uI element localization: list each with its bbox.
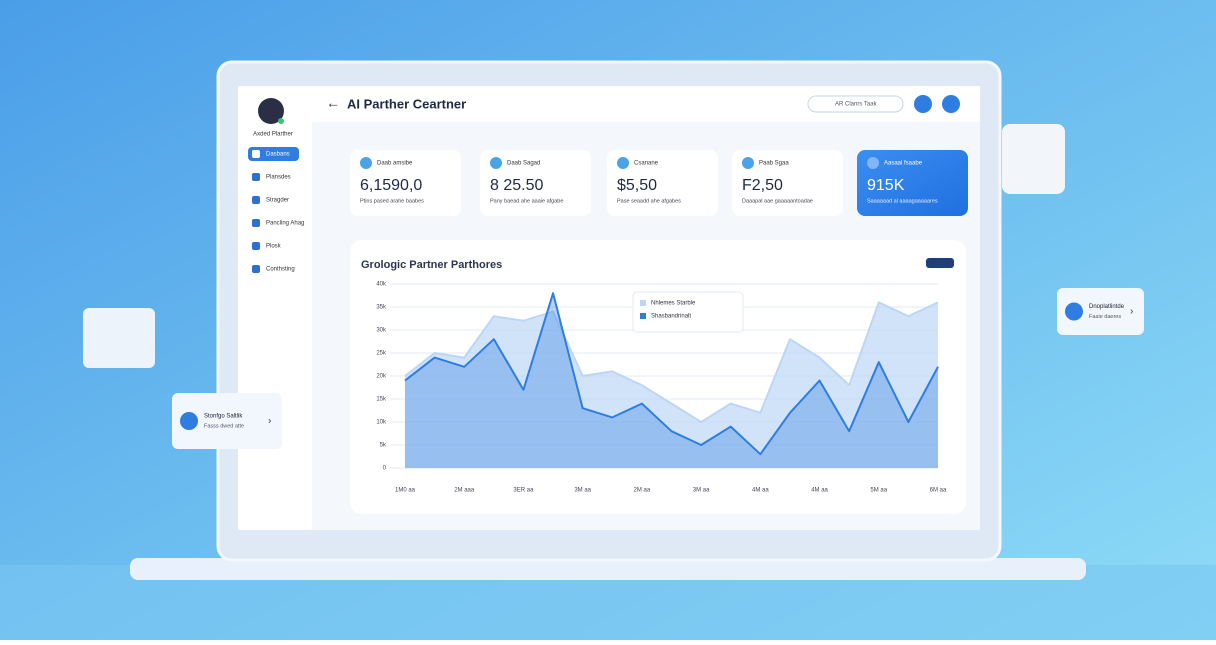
stat-card[interactable]	[607, 150, 718, 216]
stat-label: Daab amsibe	[377, 161, 413, 167]
x-tick-label: 4M aa	[752, 488, 769, 494]
floating-card[interactable]	[1057, 288, 1144, 335]
stat-card[interactable]	[350, 150, 461, 216]
plot: 0 5k 10k 15k 20k 25k 30k 35k 40k 1M0 aa 2M aaa 3ER …	[376, 282, 947, 494]
search-box[interactable]	[807, 95, 904, 113]
y-tick-label: 20k	[376, 374, 387, 380]
stat-label: Csanane	[634, 161, 659, 167]
stat-label: Paab Sgaa	[759, 161, 789, 167]
nav-icon	[252, 173, 260, 181]
stat-note: Saaaaaad al aaaagaaaaares	[867, 198, 938, 204]
nav-icon	[252, 150, 260, 158]
x-tick-label: 4M aa	[811, 488, 828, 494]
legend	[632, 291, 744, 333]
stat-icon	[617, 157, 629, 169]
stat-icon	[867, 157, 879, 169]
floating-card[interactable]	[172, 393, 282, 449]
nav-item[interactable]: Pancling Ahag	[266, 221, 304, 227]
nav-active[interactable]	[248, 147, 299, 161]
card-title: Dnoplatlintde	[1089, 304, 1125, 310]
status-dot	[278, 118, 284, 124]
notification-button[interactable]	[914, 95, 932, 113]
x-tick-label: 5M aa	[870, 488, 887, 494]
envelope-icon	[83, 308, 155, 368]
nav-item[interactable]: Stragder	[266, 198, 289, 204]
legend-label[interactable]: Nhlemes Starble	[651, 301, 696, 307]
y-tick-label: 10k	[376, 420, 387, 426]
card-icon	[1065, 302, 1083, 321]
nav-icon	[252, 265, 260, 273]
card-subtitle: Faaie daeres	[1089, 314, 1121, 320]
nav-item[interactable]: Conthsting	[266, 267, 295, 273]
chart-title: Grologic Partner Parthores	[361, 259, 502, 271]
floating-tile	[1002, 124, 1065, 194]
area	[405, 293, 938, 468]
nav-icon	[252, 219, 260, 227]
x-tick-label: 3M aa	[574, 488, 591, 494]
stat-icon	[490, 157, 502, 169]
card-chevron[interactable]: ›	[1130, 306, 1133, 317]
stat-value: F2,50	[742, 177, 783, 194]
stat-value: 915K	[867, 177, 905, 194]
laptop-base	[130, 558, 1086, 580]
x-tick-label: 2M aaa	[454, 488, 475, 494]
legend-swatch	[640, 313, 646, 319]
back-arrow[interactable]: ←	[326, 95, 340, 111]
y-tick-label: 30k	[376, 328, 387, 334]
user-name: Axded Plarther	[253, 132, 293, 138]
search-text: AR Clanrs Taak	[835, 102, 878, 108]
stat-icon	[360, 157, 372, 169]
y-tick-label: 5k	[380, 443, 387, 449]
chart-toggle[interactable]	[926, 258, 954, 268]
x-tick-label: 1M0 aa	[395, 488, 416, 494]
y-tick-label: 35k	[376, 305, 387, 311]
legend-swatch	[640, 300, 646, 306]
stat-note: Pany baead ahe aaaie afgabe	[490, 198, 563, 204]
stat-note: Daaapal aae gaaaaantoadae	[742, 198, 813, 204]
y-tick-label: 25k	[376, 351, 387, 357]
stat-label: Aasaal fsaabe	[884, 161, 923, 167]
legend-label[interactable]: Shasbandrinalt	[651, 314, 691, 320]
nav-item[interactable]: Plansdes	[266, 175, 291, 181]
y-tick-label: 15k	[376, 397, 387, 403]
stat-card[interactable]	[857, 150, 968, 216]
ui-layer: Dasbans Plansdes Stragder Pancling Ahag Plos…	[172, 147, 1144, 449]
settings-button[interactable]	[942, 95, 960, 113]
stat-note: Pase seaadd ahe afgabes	[617, 198, 681, 204]
stat-value: 6,1590,0	[360, 177, 422, 194]
stat-value: 8 25.50	[490, 177, 543, 194]
nav-icon	[252, 242, 260, 250]
nav-item[interactable]: Plosk	[266, 244, 282, 250]
card-chevron[interactable]: ›	[268, 416, 271, 427]
x-tick-label: 3M aa	[693, 488, 710, 494]
nav-icon	[252, 196, 260, 204]
stat-card[interactable]	[732, 150, 843, 216]
stat-card[interactable]	[480, 150, 591, 216]
x-tick-label: 6M aa	[930, 488, 947, 494]
stat-icon	[742, 157, 754, 169]
x-tick-label: 3ER aa	[513, 488, 534, 494]
avatar	[258, 98, 284, 124]
card-subtitle: Fasss dwed atte	[204, 423, 244, 429]
y-tick-label: 0	[383, 466, 387, 472]
x-tick-label: 2M aa	[634, 488, 651, 494]
stat-note: Ptins pased arahe baabes	[360, 198, 424, 204]
card-title: Stonfgo Saltlik	[204, 414, 243, 420]
line	[404, 301, 939, 423]
card-icon	[180, 412, 198, 430]
nav-item[interactable]: Dasbans	[266, 152, 290, 158]
y-tick-label: 40k	[376, 282, 387, 288]
line	[404, 292, 939, 456]
stat-value: $5,50	[617, 177, 657, 194]
stat-label: Daab Sagad	[507, 161, 540, 167]
app-title: AI Parther Ceartner	[347, 96, 466, 111]
